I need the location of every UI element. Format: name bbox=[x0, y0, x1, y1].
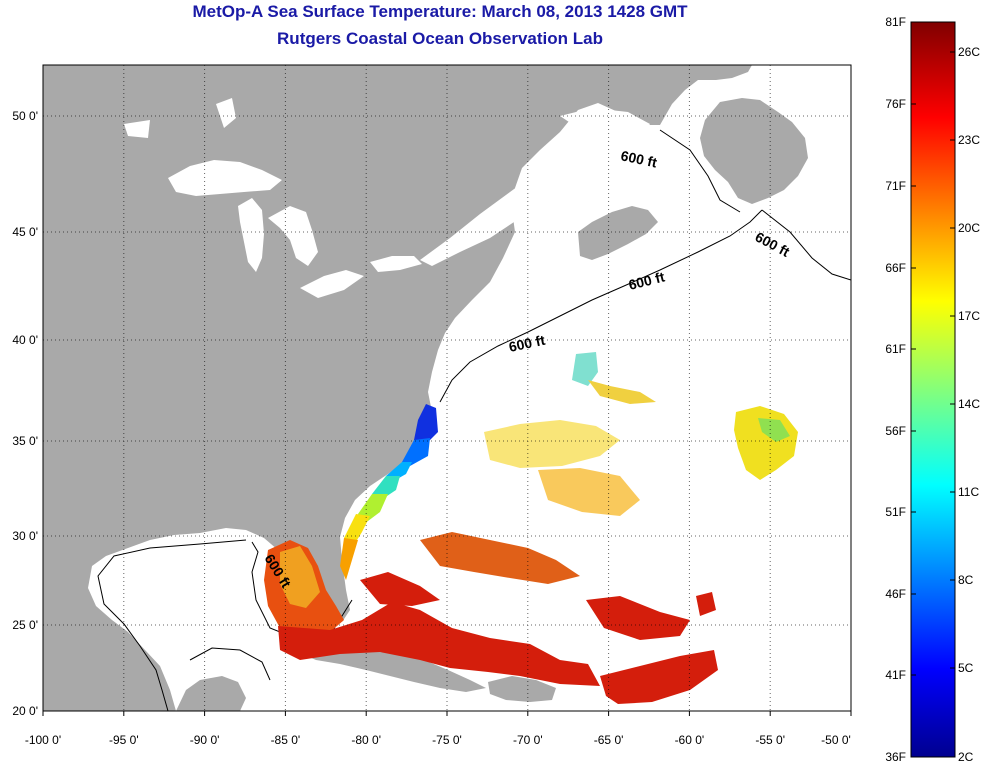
colorbar-f-label: 76F bbox=[885, 97, 906, 111]
land-hispaniola bbox=[488, 676, 556, 702]
colorbar-f-label: 46F bbox=[885, 587, 906, 601]
grid bbox=[43, 65, 851, 711]
x-tick-label: -90 0' bbox=[190, 733, 220, 747]
x-tick-label: -65 0' bbox=[594, 733, 624, 747]
y-tick-label: 25 0' bbox=[12, 618, 38, 632]
x-tick-label: -100 0' bbox=[25, 733, 61, 747]
land-nova-scotia bbox=[578, 206, 658, 260]
colorbar-c-label: 8C bbox=[958, 573, 974, 587]
land-newfoundland bbox=[700, 98, 808, 204]
colorbar-c-label: 20C bbox=[958, 221, 980, 235]
colorbar-c-label: 23C bbox=[958, 133, 980, 147]
x-tick-label: -80 0' bbox=[351, 733, 381, 747]
map-title: MetOp-A Sea Surface Temperature: March 0… bbox=[192, 2, 688, 21]
colorbar-f-label: 71F bbox=[885, 179, 906, 193]
y-tick-label: 20 0' bbox=[12, 704, 38, 718]
colorbar-ticks bbox=[911, 51, 955, 676]
depth-contour-600ft bbox=[97, 129, 851, 711]
x-tick-label: -75 0' bbox=[432, 733, 462, 747]
sst-florida-warm bbox=[280, 546, 320, 608]
colorbar-f-label: 36F bbox=[885, 750, 906, 764]
colorbar-c-label: 5C bbox=[958, 661, 974, 675]
y-tick-label: 30 0' bbox=[12, 529, 38, 543]
x-tick-marks bbox=[42, 711, 852, 716]
land-north-america bbox=[43, 65, 752, 711]
x-tick-label: -85 0' bbox=[271, 733, 301, 747]
y-tick-label: 35 0' bbox=[12, 434, 38, 448]
y-tick-label: 40 0' bbox=[12, 333, 38, 347]
y-tick-label: 45 0' bbox=[12, 225, 38, 239]
colorbar-c-label: 11C bbox=[958, 485, 979, 499]
sst-offshore bbox=[484, 352, 798, 516]
x-tick-label: -70 0' bbox=[513, 733, 543, 747]
colorbar-f-label: 66F bbox=[885, 261, 906, 275]
colorbar-f-label: 56F bbox=[885, 424, 906, 438]
map-subtitle: Rutgers Coastal Ocean Observation Lab bbox=[277, 29, 603, 48]
x-tick-label: -60 0' bbox=[675, 733, 705, 747]
colorbar-f-label: 51F bbox=[885, 505, 906, 519]
colorbar-f-label: 81F bbox=[885, 15, 906, 29]
colorbar-c-label: 17C bbox=[958, 309, 980, 323]
colorbar-f-label: 61F bbox=[885, 342, 906, 356]
y-tick-label: 50 0' bbox=[12, 109, 38, 123]
colorbar-c-label: 26C bbox=[958, 45, 980, 59]
colorbar bbox=[910, 21, 956, 758]
x-tick-label: -55 0' bbox=[755, 733, 785, 747]
contour-label-4: 600 ft bbox=[507, 332, 546, 355]
colorbar-f-label: 41F bbox=[885, 668, 906, 682]
land-yucatan bbox=[176, 676, 246, 711]
x-tick-label: -95 0' bbox=[109, 733, 139, 747]
sst-tropical-patches bbox=[278, 532, 718, 704]
contour-label-1: 600 ft bbox=[619, 147, 658, 170]
colorbar-c-label: 2C bbox=[958, 750, 974, 764]
x-tick-label: -50 0' bbox=[821, 733, 851, 747]
sst-coastal-band bbox=[340, 404, 438, 580]
colorbar-c-label: 14C bbox=[958, 397, 980, 411]
